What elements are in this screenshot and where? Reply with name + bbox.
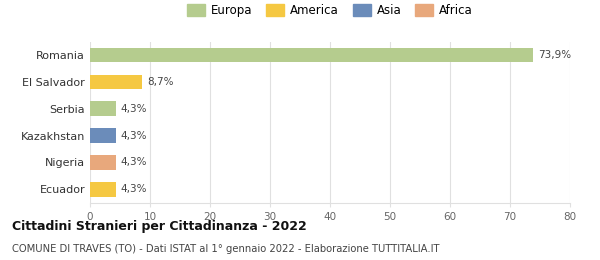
- Text: 73,9%: 73,9%: [538, 50, 571, 60]
- Legend: Europa, America, Asia, Africa: Europa, America, Asia, Africa: [182, 0, 478, 22]
- Bar: [90, 128, 116, 143]
- Text: 4,3%: 4,3%: [121, 184, 147, 194]
- Text: 4,3%: 4,3%: [121, 131, 147, 141]
- Text: 4,3%: 4,3%: [121, 104, 147, 114]
- Text: 4,3%: 4,3%: [121, 158, 147, 167]
- Bar: [90, 182, 116, 197]
- Text: COMUNE DI TRAVES (TO) - Dati ISTAT al 1° gennaio 2022 - Elaborazione TUTTITALIA.: COMUNE DI TRAVES (TO) - Dati ISTAT al 1°…: [12, 244, 439, 254]
- Text: Cittadini Stranieri per Cittadinanza - 2022: Cittadini Stranieri per Cittadinanza - 2…: [12, 220, 307, 233]
- Bar: [90, 155, 116, 170]
- Bar: [90, 48, 533, 62]
- Bar: [90, 101, 116, 116]
- Bar: [90, 75, 142, 89]
- Text: 8,7%: 8,7%: [147, 77, 173, 87]
